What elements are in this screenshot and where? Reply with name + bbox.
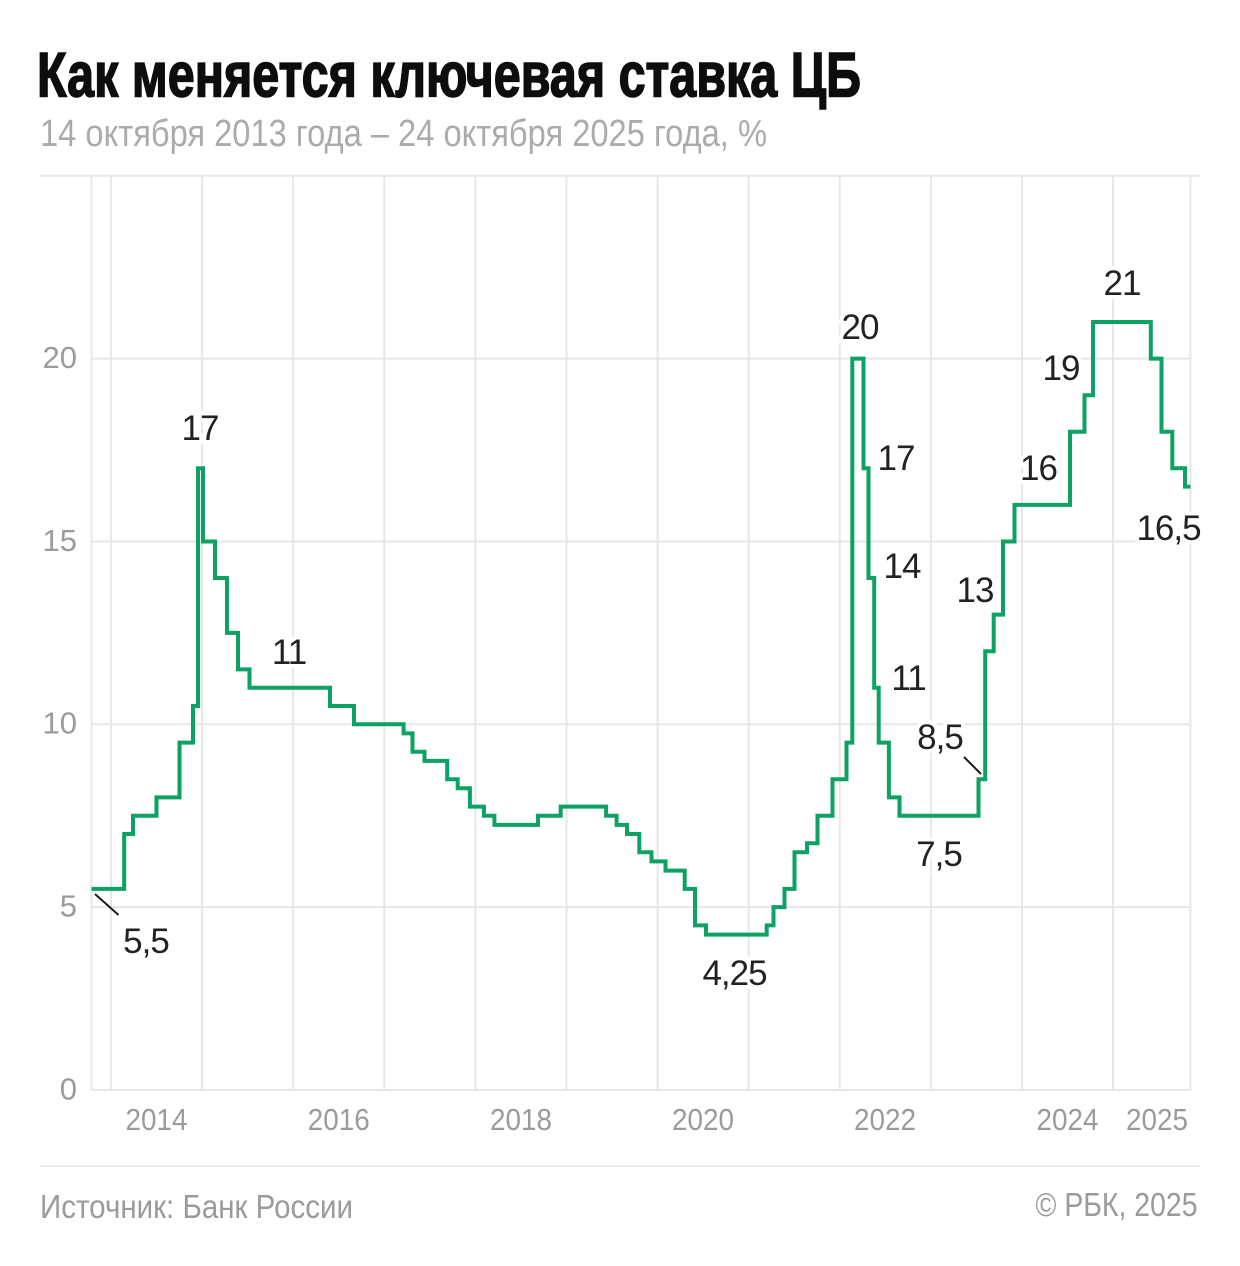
svg-text:© РБК, 2025: © РБК, 2025 [1036, 1186, 1198, 1223]
svg-text:16,5: 16,5 [1136, 509, 1200, 548]
svg-text:Источник: Банк России: Источник: Банк России [40, 1188, 353, 1225]
svg-text:19: 19 [1043, 349, 1080, 388]
svg-text:21: 21 [1104, 264, 1141, 303]
svg-text:2014: 2014 [126, 1102, 188, 1137]
svg-text:8,5: 8,5 [917, 718, 963, 757]
svg-text:2025: 2025 [1126, 1102, 1188, 1137]
svg-text:4,25: 4,25 [702, 954, 766, 993]
svg-text:2016: 2016 [308, 1102, 370, 1137]
svg-text:15: 15 [43, 523, 77, 558]
svg-text:10: 10 [43, 706, 77, 741]
svg-text:14: 14 [884, 547, 921, 586]
svg-text:20: 20 [842, 308, 879, 347]
svg-text:0: 0 [60, 1071, 77, 1106]
svg-text:11: 11 [891, 659, 925, 698]
svg-text:7,5: 7,5 [916, 835, 962, 874]
svg-text:5,5: 5,5 [123, 922, 169, 961]
svg-text:2024: 2024 [1037, 1102, 1099, 1137]
svg-text:11: 11 [272, 633, 306, 672]
svg-text:17: 17 [182, 409, 219, 448]
svg-text:2018: 2018 [490, 1102, 552, 1137]
svg-text:17: 17 [878, 439, 915, 478]
svg-text:20: 20 [43, 340, 77, 375]
svg-text:2020: 2020 [672, 1102, 734, 1137]
svg-text:5: 5 [60, 889, 77, 924]
svg-text:2022: 2022 [854, 1102, 916, 1137]
svg-text:Как меняется ключевая ставка Ц: Как меняется ключевая ставка ЦБ [37, 41, 861, 111]
svg-text:14 октября 2013 года – 24 октя: 14 октября 2013 года – 24 октября 2025 г… [40, 113, 767, 155]
svg-text:13: 13 [957, 571, 994, 610]
svg-text:16: 16 [1020, 449, 1057, 488]
